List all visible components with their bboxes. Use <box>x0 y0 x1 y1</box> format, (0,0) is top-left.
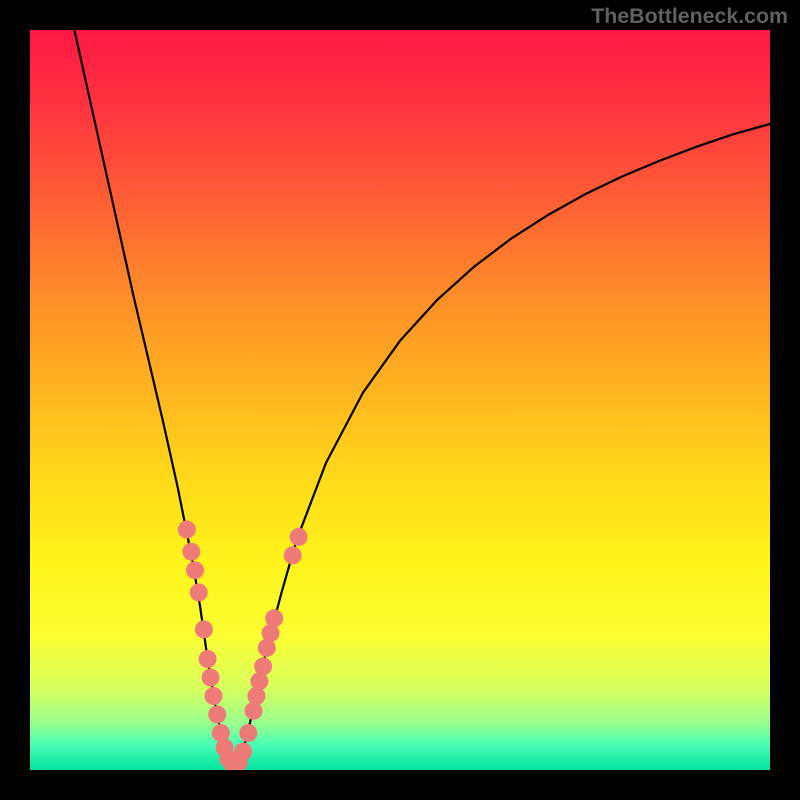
data-marker <box>284 546 302 564</box>
bottleneck-chart <box>30 30 770 770</box>
data-marker <box>190 583 208 601</box>
data-marker <box>234 743 252 761</box>
data-marker <box>202 669 220 687</box>
data-marker <box>199 650 217 668</box>
data-marker <box>208 706 226 724</box>
data-marker <box>247 687 265 705</box>
data-marker <box>178 521 196 539</box>
data-marker <box>244 702 262 720</box>
gradient-background <box>30 30 770 770</box>
data-marker <box>195 620 213 638</box>
data-marker <box>290 528 308 546</box>
data-marker <box>239 724 257 742</box>
data-marker <box>265 609 283 627</box>
data-marker <box>205 687 223 705</box>
data-marker <box>254 657 272 675</box>
watermark-text: TheBottleneck.com <box>591 4 788 29</box>
data-marker <box>182 543 200 561</box>
data-marker <box>186 561 204 579</box>
